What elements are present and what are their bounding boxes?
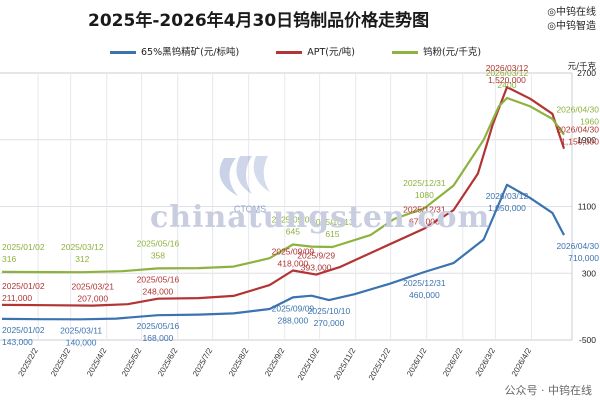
x-tick-label: 2025/9/2 — [263, 346, 287, 378]
y-tick-label: -500 — [579, 335, 596, 345]
annotation-date-apt: 2025/01/02 — [2, 281, 45, 291]
annotation-date-powder: 2026/04/30 — [556, 105, 599, 115]
annotation-value-powder: 615 — [325, 229, 339, 239]
annotation-date-concentrate: 2026/03/12 — [486, 191, 529, 201]
watermark-text: chinatungsten.com — [150, 200, 491, 235]
annotation-value-concentrate: 270,000 — [314, 318, 345, 328]
annotation-date-concentrate: 2025/03/11 — [60, 325, 102, 335]
annotation-date-powder: 2026/03/12 — [486, 68, 529, 78]
x-tick-label: 2026/3/2 — [474, 346, 498, 378]
y-tick-label: 2700 — [577, 68, 596, 78]
annotation-value-concentrate: 460,000 — [409, 290, 440, 300]
annotation-date-powder: 2025/03/12 — [61, 242, 104, 252]
annotation-value-apt: 670,000 — [409, 217, 440, 227]
x-tick-label: 2025/11/2 — [332, 346, 358, 381]
series-line-powder — [1, 96, 565, 274]
annotation-date-apt: 2026/04/30 — [556, 125, 599, 135]
x-tick-label: 2025/6/2 — [156, 346, 180, 378]
annotation-date-apt: 2025/12/31 — [403, 205, 446, 215]
annotation-date-apt: 2025/05/16 — [137, 275, 180, 285]
legend-label-concentrate: 65%黑钨精矿(元/标吨) — [141, 47, 240, 58]
x-tick-label: 2026/2/2 — [441, 346, 465, 378]
x-tick-label: 2025/7/2 — [191, 346, 215, 378]
annotation-value-powder: 645 — [286, 226, 300, 236]
legend-item-concentrate: 65%黑钨精矿(元/标吨) — [110, 44, 239, 58]
annotation-value-powder: 316 — [2, 254, 16, 264]
y-tick-label: 1900 — [577, 135, 596, 145]
annotation-value-powder: 2400 — [498, 80, 517, 90]
legend-label-powder: 钨粉(元/千克) — [422, 47, 482, 58]
annotation-value-powder: 1960 — [580, 117, 599, 127]
chart-title: 2025年-2026年4月30日钨制品价格走势图 — [88, 11, 430, 31]
annotation-value-apt: 211,000 — [2, 293, 32, 303]
y-tick-label: 300 — [582, 268, 596, 278]
x-tick-label: 2025/12/2 — [367, 346, 393, 382]
y-axis-unit: 元/千克 — [567, 62, 596, 72]
annotation-value-concentrate: 288,000 — [278, 315, 309, 325]
brand-block: ◎中钨在线 ◎中钨智造 — [547, 6, 596, 34]
annotation-value-concentrate: 168,000 — [143, 333, 174, 343]
legend-item-apt: APT(元/吨) — [276, 44, 355, 58]
x-tick-label: 2025/10/2 — [296, 346, 322, 382]
annotation-date-apt: 2025/09/09 — [272, 246, 315, 256]
brand-line-2: ◎中钨智造 — [547, 21, 596, 32]
legend-label-apt: APT(元/吨) — [307, 47, 355, 58]
annotation-date-apt: 2026/03/12 — [486, 63, 529, 73]
annotation-date-powder: 2025/05/16 — [137, 238, 180, 248]
annotation-value-concentrate: 143,000 — [2, 337, 33, 347]
series-lines — [1, 85, 566, 321]
legend-swatch-powder — [391, 51, 418, 54]
annotation-date-powder: 2025/09/09 — [272, 214, 315, 224]
x-tick-label: 2025/2/2 — [16, 346, 40, 378]
annotation-date-powder: 2025/12/31 — [403, 178, 446, 188]
annotation-value-apt: 1,520,000 — [488, 75, 526, 85]
footer-source: 公众号 · 中钨在线 — [504, 384, 593, 397]
annotation-value-apt: 248,000 — [143, 287, 174, 297]
annotation-value-concentrate: 1,050,000 — [488, 203, 526, 213]
annotation-date-powder: 2025/10/13 — [311, 217, 354, 227]
x-tick-label: 2026/4/2 — [510, 346, 534, 378]
watermark-logo: CTOMS — [210, 150, 290, 220]
chart-legend: 65%黑钨精矿(元/标吨) APT(元/吨) 钨粉(元/千克) — [110, 44, 515, 58]
watermark-logo-label: CTOMS — [234, 204, 266, 214]
series-line-apt — [1, 85, 566, 307]
annotation-date-powder: 2025/01/02 — [2, 242, 45, 252]
brand-line-1: ◎中钨在线 — [547, 7, 596, 18]
annotation-date-concentrate: 2025/10/10 — [308, 306, 351, 316]
legend-item-powder: 钨粉(元/千克) — [391, 44, 482, 58]
annotation-date-concentrate: 2025/09/09 — [272, 303, 315, 313]
annotation-value-powder: 312 — [75, 254, 89, 264]
annotation-date-apt: 2025/03/21 — [71, 282, 114, 292]
annotation-date-concentrate: 2025/12/31 — [403, 278, 446, 288]
annotation-value-powder: 358 — [151, 250, 165, 260]
series-line-concentrate — [1, 183, 565, 321]
annotation-value-apt: 1,150,000 — [561, 137, 599, 147]
annotation-date-concentrate: 2026/04/30 — [556, 241, 599, 251]
annotation-value-powder: 1080 — [415, 190, 434, 200]
x-tick-label: 2025/5/2 — [120, 346, 144, 378]
annotation-date-concentrate: 2025/01/02 — [2, 325, 45, 335]
y-tick-label: 1100 — [578, 202, 597, 212]
x-tick-label: 2025/3/2 — [49, 346, 73, 378]
data-annotations: 2025/01/02 316 2025/03/12 312 2025/05/16 358 2… — [2, 63, 599, 347]
annotation-value-apt: 418,000 — [278, 258, 309, 268]
annotation-date-apt: 2025/9/29 — [297, 251, 335, 261]
annotation-value-concentrate: 710,000 — [568, 253, 599, 263]
x-tick-label: 2025/4/2 — [85, 346, 109, 378]
annotation-value-apt: 393,000 — [301, 263, 332, 273]
x-tick-label: 2025/8/2 — [227, 346, 251, 378]
annotation-date-concentrate: 2025/05/16 — [137, 321, 180, 331]
y-tick-labels: 2700 1900 1100 300 -500 — [577, 68, 596, 345]
annotation-value-apt: 207,000 — [77, 294, 108, 304]
x-tick-label: 2026/1/2 — [405, 346, 429, 378]
legend-swatch-concentrate — [110, 51, 136, 54]
legend-swatch-apt — [276, 51, 303, 54]
annotation-value-concentrate: 140,000 — [66, 337, 97, 347]
x-tick-labels: 2025/2/2 2025/3/2 2025/4/2 2025/5/2 2025/6/2… — [16, 346, 533, 382]
